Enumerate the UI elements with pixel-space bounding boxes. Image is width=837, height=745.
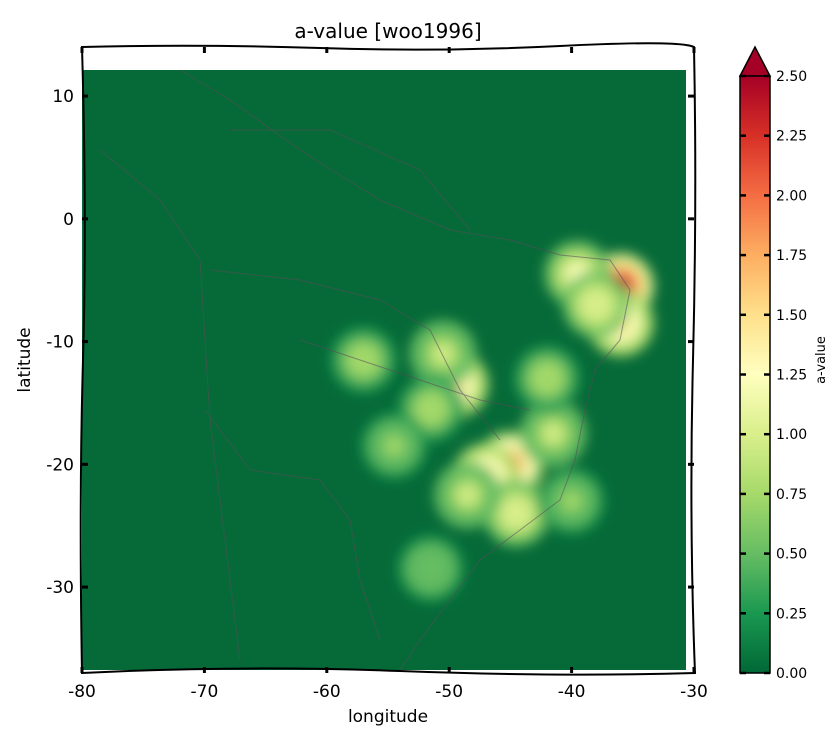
colorbar-extend-triangle — [738, 45, 772, 77]
colorbar-tick-label: 1.25 — [776, 368, 807, 384]
hotspot-mark — [586, 294, 607, 315]
colorbar-tick-label: 0.50 — [776, 547, 807, 563]
plot-area — [82, 47, 694, 673]
hotspot-mark — [537, 368, 558, 389]
chart-title: a-value [woo1996] — [294, 19, 481, 43]
colorbar-tick-label: 0.00 — [776, 666, 807, 682]
colorbar-tick-label: 2.00 — [776, 188, 807, 204]
x-tick-label: -70 — [191, 682, 219, 702]
y-tick-label: 10 — [52, 87, 74, 107]
y-tick-label: -20 — [46, 455, 74, 475]
colorbar-tick-label: 1.50 — [776, 308, 807, 324]
x-tick-label: -60 — [313, 682, 341, 702]
y-tick-label: 0 — [63, 210, 74, 230]
colorbar-ticks: 0.00 0.25 0.50 0.75 1.00 1.25 1.50 1.75 2.00 2.25… — [740, 69, 807, 682]
hotspot-mark — [420, 558, 441, 579]
plot-frame — [79, 42, 697, 676]
hotspot-mark — [384, 435, 405, 456]
x-tick-label: -40 — [558, 682, 586, 702]
y-axis-label: latitude — [15, 327, 35, 392]
hotspot-layer — [329, 240, 655, 603]
y-tick-label: -30 — [46, 578, 74, 598]
hotspot-mark — [561, 491, 582, 512]
hotspot-mark — [543, 423, 564, 444]
colorbar-tick-label: 2.50 — [776, 69, 807, 85]
hotspot-mark — [353, 350, 374, 370]
y-axis-ticks: 10 0 -10 -20 -30 — [46, 87, 694, 598]
hotspot-mark — [433, 343, 454, 364]
colorbar-tick-label: 1.00 — [776, 427, 807, 443]
colorbar-tick-label: 2.25 — [776, 129, 807, 145]
colorbar: 0.00 0.25 0.50 0.75 1.00 1.25 1.50 1.75 2.00 2.25… — [738, 45, 829, 682]
x-tick-label: -30 — [680, 682, 708, 702]
colorbar-tick-label: 0.25 — [776, 606, 807, 622]
colorbar-label: a-value — [814, 336, 829, 384]
colorbar-tick-label: 0.75 — [776, 487, 807, 503]
hotspot-mark — [457, 485, 478, 506]
hotspot-mark — [420, 399, 441, 420]
x-axis-ticks: -80 -70 -60 -50 -40 -30 — [68, 47, 708, 702]
hotspot-mark — [506, 503, 527, 524]
x-axis-label: longitude — [348, 707, 428, 727]
colorbar-tick-label: 1.75 — [776, 248, 807, 264]
map-borders — [99, 69, 631, 671]
x-tick-label: -50 — [435, 682, 463, 702]
x-tick-label: -80 — [68, 682, 96, 702]
y-tick-label: -10 — [46, 333, 74, 353]
